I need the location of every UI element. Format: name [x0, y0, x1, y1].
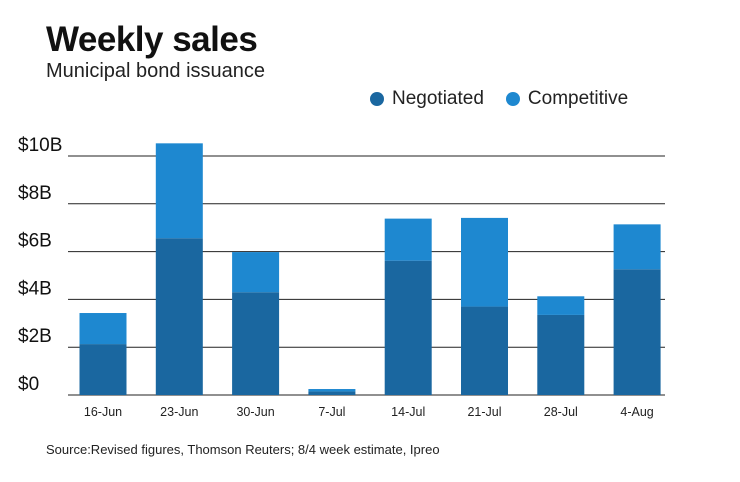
x-tick-label: 21-Jul	[467, 405, 501, 419]
bar-negotiated	[384, 260, 432, 395]
legend-item-negotiated: Negotiated	[370, 88, 484, 110]
legend: Negotiated Competitive	[370, 88, 628, 110]
bar-competitive	[308, 389, 356, 392]
bar-negotiated	[155, 238, 203, 395]
x-tick-label: 7-Jul	[318, 405, 345, 419]
y-tick-label: $8B	[18, 183, 52, 204]
y-tick-label: $2B	[18, 326, 52, 347]
bar-competitive	[384, 218, 432, 261]
bar-competitive	[537, 296, 585, 315]
x-tick-label: 16-Jun	[84, 405, 122, 419]
bar-negotiated	[537, 314, 585, 395]
bar-competitive	[232, 252, 280, 293]
bar-negotiated	[232, 292, 280, 395]
legend-dot-icon	[505, 92, 520, 106]
y-tick-label: $0	[18, 374, 39, 395]
chart-subtitle: Municipal bond issuance	[46, 60, 266, 82]
y-tick-label: $6B	[18, 231, 52, 252]
bar-negotiated	[613, 269, 661, 395]
source-note: Source:Revised figures, Thomson Reuters;…	[46, 442, 440, 457]
x-tick-label: 4-Aug	[620, 405, 653, 419]
bar-negotiated	[461, 306, 508, 395]
bar-competitive	[461, 217, 508, 307]
legend-item-competitive: Competitive	[505, 88, 629, 110]
x-tick-label: 23-Jun	[160, 405, 198, 419]
legend-dot-icon	[370, 92, 384, 106]
legend-label: Negotiated	[392, 88, 484, 109]
legend-label: Competitive	[527, 88, 629, 109]
y-tick-label: $4B	[18, 278, 52, 299]
bar-competitive	[155, 143, 203, 239]
y-tick-label: $10B	[18, 135, 62, 156]
x-tick-label: 14-Jul	[391, 405, 425, 419]
x-tick-label: 30-Jun	[236, 405, 274, 419]
bar-negotiated	[308, 391, 356, 395]
chart-title: Weekly sales	[46, 20, 258, 59]
bar-negotiated	[79, 344, 127, 395]
x-tick-label: 28-Jul	[544, 405, 578, 419]
bar-competitive	[613, 224, 661, 270]
bar-competitive	[79, 313, 127, 345]
